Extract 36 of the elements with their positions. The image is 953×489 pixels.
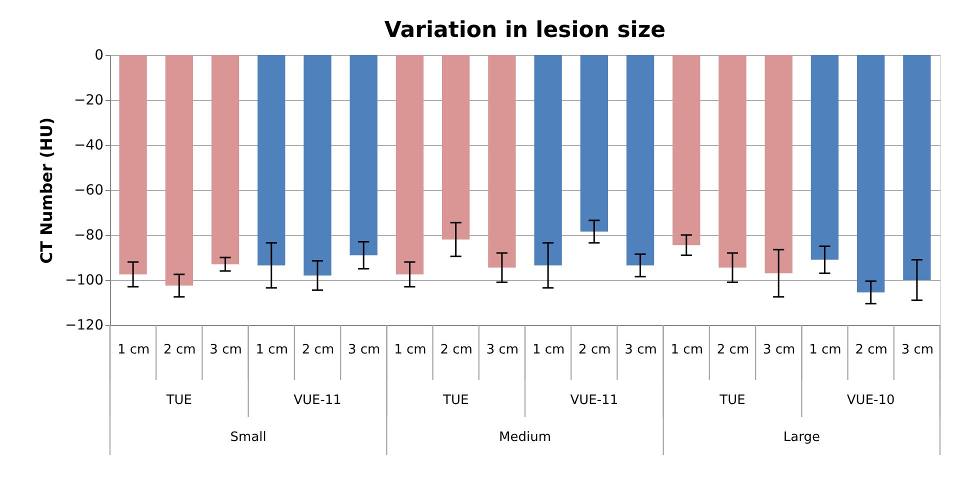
y-tick-label: −120 xyxy=(65,318,104,334)
x-tick-label: 2 cm xyxy=(302,342,334,358)
x-tick-label: 1 cm xyxy=(809,342,842,358)
x-tick-label: 3 cm xyxy=(901,342,934,358)
text: VUE-11 xyxy=(570,393,618,408)
x-tick-label: 3 cm xyxy=(486,342,519,358)
x-tick-label: 2 cm xyxy=(440,342,472,358)
x-tick-label: 3 cm xyxy=(763,342,796,358)
x-tick-label: 1 cm xyxy=(117,342,150,358)
x-tick-label: 1 cm xyxy=(256,342,288,358)
x-tick-label: 2 cm xyxy=(716,342,750,358)
y-axis-title: CT Number (HU) xyxy=(37,117,56,264)
text: TUE xyxy=(165,393,192,408)
text: Large xyxy=(783,430,820,445)
text: VUE-10 xyxy=(846,393,895,408)
y-tick-label: 0 xyxy=(94,48,104,64)
y-tick-label: −20 xyxy=(74,92,104,108)
chart-title: Variation in lesion size xyxy=(384,18,666,43)
text: TUE xyxy=(718,393,746,408)
x-tick-label: 2 cm xyxy=(578,342,611,358)
text: Medium xyxy=(499,430,551,445)
x-tick-label: 1 cm xyxy=(532,342,565,358)
y-tick-label: −80 xyxy=(74,228,104,244)
x-tick-label: 1 cm xyxy=(670,342,703,358)
x-tick-label: 3 cm xyxy=(624,342,657,358)
x-tick-label: 3 cm xyxy=(210,342,242,358)
text: TUE xyxy=(442,393,469,408)
x-tick-label: 1 cm xyxy=(394,342,426,358)
y-tick-label: −100 xyxy=(65,272,104,288)
text: VUE-11 xyxy=(294,393,342,408)
text: Small xyxy=(230,430,266,445)
y-tick-label: −60 xyxy=(74,182,104,198)
x-tick-label: 3 cm xyxy=(348,342,380,358)
y-tick-label: −40 xyxy=(74,138,104,154)
x-tick-label: 2 cm xyxy=(164,342,196,358)
x-tick-label: 2 cm xyxy=(855,342,888,358)
